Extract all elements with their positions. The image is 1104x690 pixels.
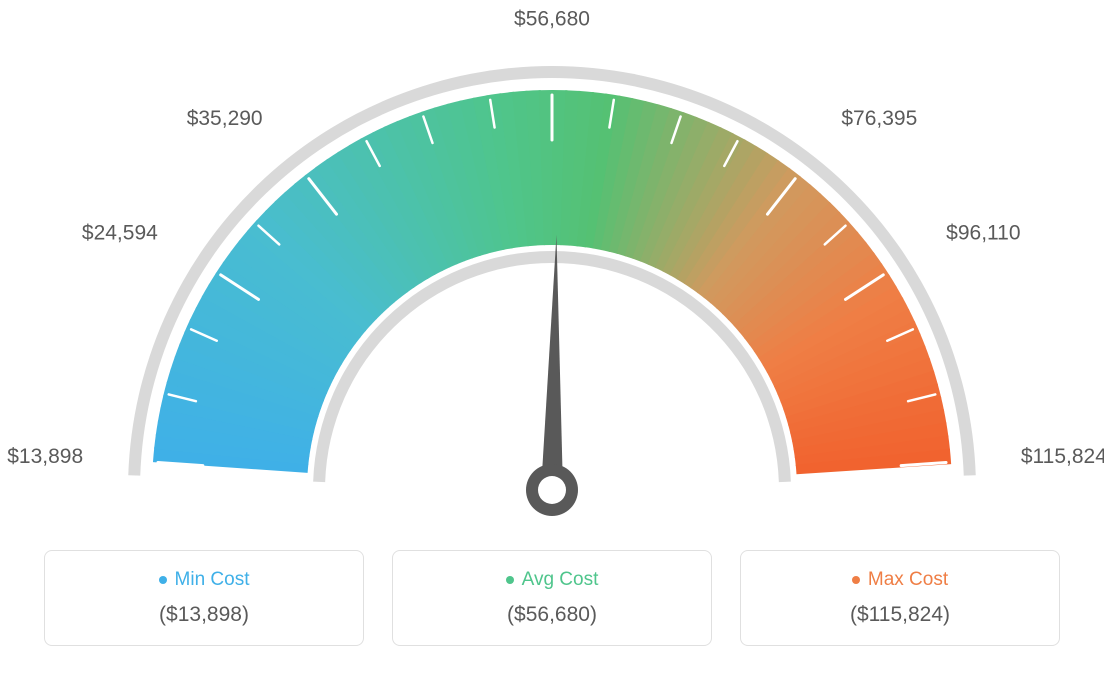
- dot-icon: [159, 576, 167, 584]
- gauge-tick-label: $56,680: [514, 8, 590, 31]
- legend-label-text: Max Cost: [868, 569, 948, 591]
- legend-row: Min Cost ($13,898) Avg Cost ($56,680) Ma…: [0, 550, 1104, 646]
- gauge-tick-label: $13,898: [7, 445, 83, 468]
- legend-card-min: Min Cost ($13,898): [44, 550, 364, 646]
- legend-value-avg: ($56,680): [403, 603, 701, 627]
- gauge-chart: $13,898 $24,594 $35,290 $56,680 $76,395 $96,1…: [0, 0, 1104, 540]
- legend-value-max: ($115,824): [751, 603, 1049, 627]
- legend-label-text: Min Cost: [175, 569, 250, 591]
- gauge-svg: $13,898 $24,594 $35,290 $56,680 $76,395 $96,1…: [0, 0, 1104, 540]
- gauge-tick-label: $96,110: [946, 222, 1020, 245]
- gauge-needle: [541, 235, 563, 490]
- legend-card-avg: Avg Cost ($56,680): [392, 550, 712, 646]
- legend-value-min: ($13,898): [55, 603, 353, 627]
- dot-icon: [506, 576, 514, 584]
- gauge-tick-label: $24,594: [82, 222, 158, 245]
- gauge-hub-hole: [538, 476, 566, 504]
- legend-label-min: Min Cost: [159, 569, 250, 591]
- gauge-tick-label: $76,395: [841, 107, 917, 130]
- legend-card-max: Max Cost ($115,824): [740, 550, 1060, 646]
- legend-label-text: Avg Cost: [522, 569, 599, 591]
- gauge-tick-label: $115,824: [1021, 445, 1104, 468]
- gauge-tick-label: $35,290: [187, 107, 263, 130]
- legend-label-max: Max Cost: [852, 569, 948, 591]
- dot-icon: [852, 576, 860, 584]
- legend-label-avg: Avg Cost: [506, 569, 599, 591]
